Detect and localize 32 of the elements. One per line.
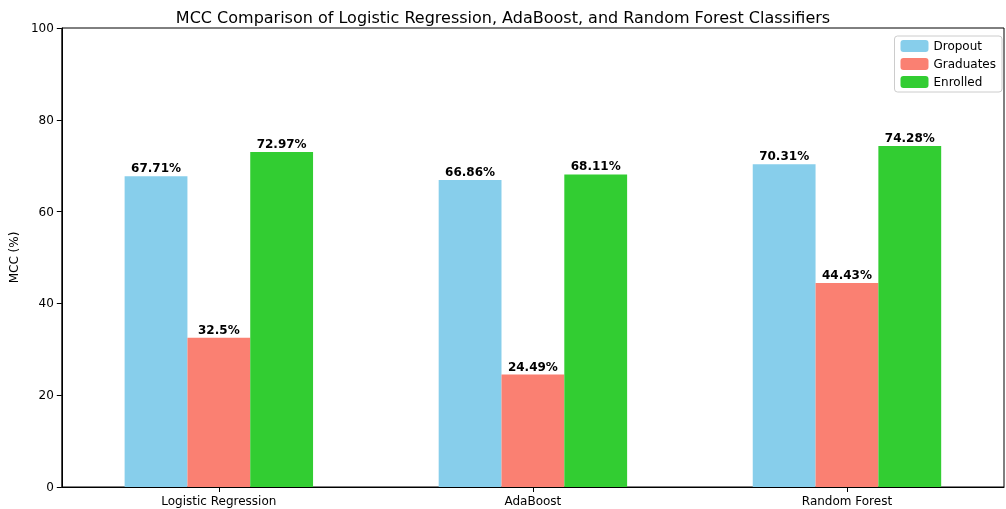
data-label: 70.31% xyxy=(759,149,810,164)
data-label: 44.43% xyxy=(821,268,872,283)
data-label: 66.86% xyxy=(445,165,496,180)
bar xyxy=(564,174,628,487)
bar xyxy=(752,164,816,487)
data-label: 32.5% xyxy=(198,322,240,337)
bar xyxy=(124,176,188,487)
bar xyxy=(501,374,565,487)
y-tick-label: 80 xyxy=(38,112,54,127)
y-tick-label: 20 xyxy=(38,388,54,403)
x-tick-label: AdaBoost xyxy=(504,494,562,508)
chart-title: MCC Comparison of Logistic Regression, AdaBoost, and Random Forest Classifiers xyxy=(175,7,831,27)
data-label: 67.71% xyxy=(131,161,182,176)
legend-label: Graduates xyxy=(933,57,997,71)
bar xyxy=(187,337,251,487)
x-tick-label: Logistic Regression xyxy=(161,494,277,508)
y-tick-label: 60 xyxy=(38,204,54,219)
bar xyxy=(250,152,314,487)
bar xyxy=(815,283,879,487)
bar xyxy=(438,180,502,487)
data-label: 68.11% xyxy=(570,159,621,174)
data-label: 72.97% xyxy=(256,137,307,152)
legend-label: Dropout xyxy=(933,39,983,53)
x-tick-label: Random Forest xyxy=(801,494,893,508)
data-label: 74.28% xyxy=(884,131,935,146)
data-label: 24.49% xyxy=(507,359,558,374)
y-tick-label: 40 xyxy=(38,296,54,311)
legend-label: Enrolled xyxy=(933,75,983,89)
bar xyxy=(878,146,942,487)
y-tick-label: 100 xyxy=(30,21,54,35)
y-axis-title: MCC (%) xyxy=(7,231,21,284)
y-tick-label: 0 xyxy=(46,480,54,494)
